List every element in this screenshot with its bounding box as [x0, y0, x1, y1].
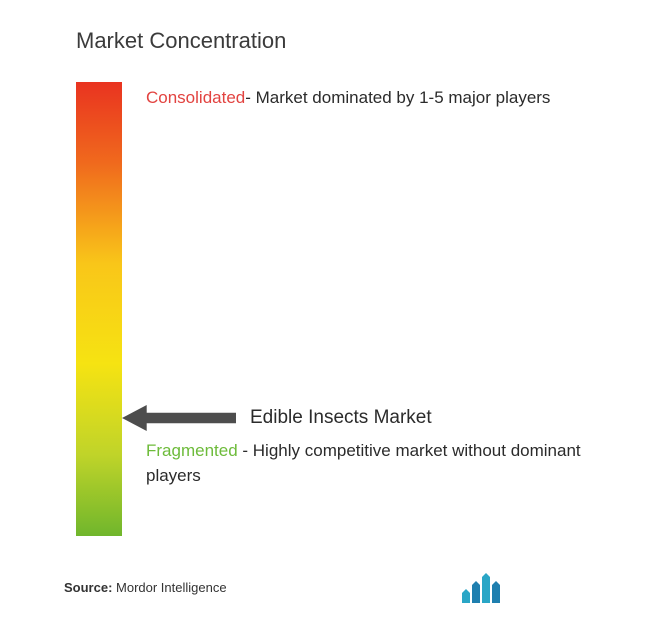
chart-area: Consolidated- Market dominated by 1-5 ma… [76, 82, 614, 536]
market-name: Edible Insects Market [250, 407, 432, 429]
fragmented-label: Fragmented - Highly competitive market w… [146, 439, 604, 488]
source-label: Source: [64, 580, 112, 595]
concentration-gradient-bar [76, 82, 122, 536]
consolidated-keyword: Consolidated [146, 88, 245, 107]
consolidated-desc: - Market dominated by 1-5 major players [245, 88, 550, 107]
arrow-left-icon [122, 405, 236, 431]
fragmented-keyword: Fragmented [146, 441, 238, 460]
source-value: Mordor Intelligence [112, 580, 226, 595]
brand-logo-icon [460, 571, 504, 603]
source-line: Source: Mordor Intelligence [64, 580, 227, 595]
gradient-bar-svg [76, 82, 122, 536]
labels-column: Consolidated- Market dominated by 1-5 ma… [146, 82, 614, 536]
marker-block: Edible Insects Market Fragmented - Highl… [146, 405, 604, 488]
marker-arrow-line: Edible Insects Market [122, 405, 604, 431]
consolidated-label: Consolidated- Market dominated by 1-5 ma… [146, 86, 604, 111]
page-title: Market Concentration [76, 28, 614, 54]
